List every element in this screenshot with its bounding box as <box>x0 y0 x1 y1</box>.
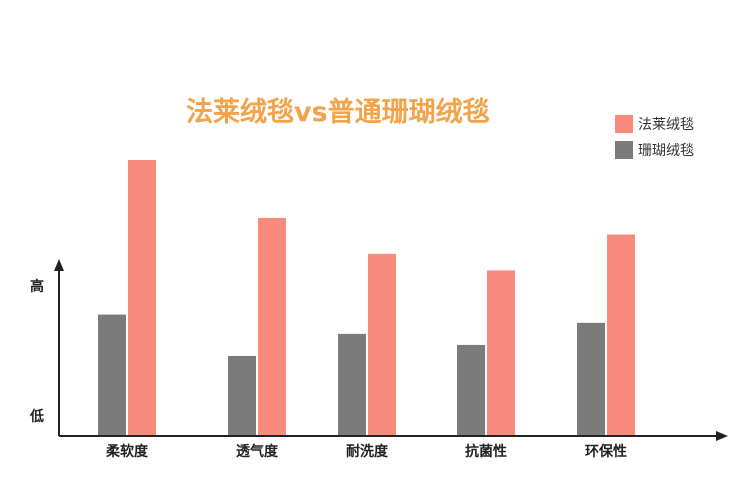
x-tick-label-4: 环保性 <box>585 443 627 460</box>
bar-coral-2 <box>338 333 366 436</box>
legend-swatch-flannel <box>615 114 633 133</box>
x-tick-label-3: 抗菌性 <box>465 443 507 460</box>
bar-flannel-0 <box>128 160 156 436</box>
bar-flannel-1 <box>258 217 286 436</box>
bars-group <box>98 160 635 436</box>
legend-item-flannel: 法莱绒毯 <box>615 114 694 133</box>
bar-coral-3 <box>457 344 485 436</box>
bar-coral-1 <box>228 355 256 436</box>
bar-flannel-4 <box>607 234 635 436</box>
y-axis-arrow <box>54 259 64 271</box>
x-tick-label-2: 耐洗度 <box>346 443 389 460</box>
x-tick-label-0: 柔软度 <box>105 443 149 460</box>
x-axis-arrow <box>716 431 728 441</box>
bar-coral-0 <box>98 314 126 436</box>
legend-item-coral: 珊瑚绒毯 <box>615 140 694 159</box>
legend-label-coral: 珊瑚绒毯 <box>638 142 694 159</box>
chart-title: 法莱绒毯vs普通珊瑚绒毯 <box>186 97 490 128</box>
x-axis-labels: 柔软度 透气度 耐洗度 抗菌性 环保性 <box>105 443 627 460</box>
legend-swatch-coral <box>615 140 633 159</box>
bar-flannel-3 <box>487 270 515 436</box>
legend-label-flannel: 法莱绒毯 <box>638 116 694 133</box>
legend: 法莱绒毯 珊瑚绒毯 <box>615 114 694 166</box>
bar-coral-4 <box>577 322 605 436</box>
bar-flannel-2 <box>368 253 396 436</box>
y-axis-label-low: 低 <box>30 409 44 425</box>
y-axis-label-high: 高 <box>30 279 44 295</box>
x-tick-label-1: 透气度 <box>236 443 279 460</box>
